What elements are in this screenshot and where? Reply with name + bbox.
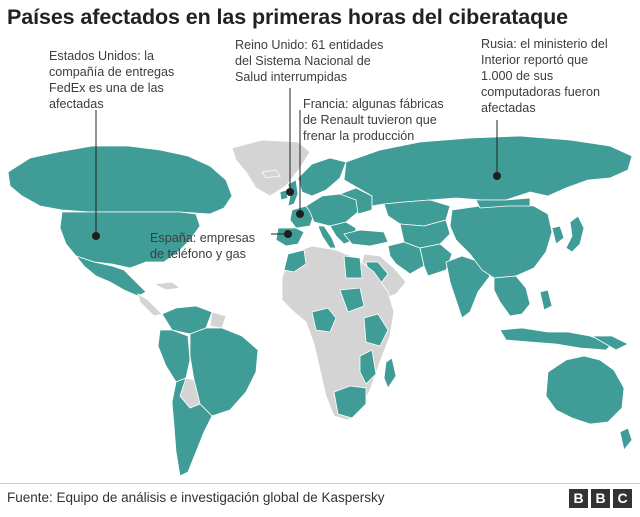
usa-marker xyxy=(92,232,100,240)
ecuador-peru-region xyxy=(157,329,191,383)
iceland-region xyxy=(261,169,281,179)
nigeria-region xyxy=(311,307,337,333)
southeast-asia-region xyxy=(493,275,531,317)
callout-france-line: Francia: algunas fábricas xyxy=(303,97,444,111)
callout-france: Francia: algunas fábricas de Renault tuv… xyxy=(303,96,444,144)
uk-marker xyxy=(286,188,294,196)
callout-uk-line: Reino Unido: 61 entidades xyxy=(235,38,384,52)
callout-russia-line: Interior reportó que xyxy=(481,53,589,67)
map-title: Países afectados en las primeras horas d… xyxy=(7,5,569,29)
egypt-region xyxy=(343,255,363,279)
scandinavia-region xyxy=(297,157,347,197)
india-region xyxy=(445,255,491,319)
new-zealand-region xyxy=(619,427,633,451)
callout-spain-line: España: empresas xyxy=(150,231,256,245)
footer-divider xyxy=(0,483,640,484)
callout-usa-line: Estados Unidos: la xyxy=(49,49,155,63)
callout-usa-line: afectadas xyxy=(49,97,104,111)
argentina-chile-region xyxy=(171,377,213,477)
colombia-venezuela-region xyxy=(161,305,213,335)
source-note: Fuente: Equipo de análisis e investigaci… xyxy=(7,490,385,505)
russia-region xyxy=(343,135,633,207)
callout-russia: Rusia: el ministerio del Interior report… xyxy=(481,36,608,116)
mongolia-region xyxy=(475,197,531,209)
callout-russia-line: 1.000 de sus xyxy=(481,69,554,83)
turkey-region xyxy=(343,229,389,247)
ukraine-region xyxy=(338,187,373,215)
callout-spain: España: empresas de teléfono y gas xyxy=(150,230,255,262)
ireland-region xyxy=(279,189,289,201)
italy-region xyxy=(317,225,337,249)
callout-uk-line: Salud interrumpidas xyxy=(235,70,348,84)
japan-region xyxy=(565,215,585,253)
brazil-region xyxy=(189,327,259,417)
bbc-logo: B B C xyxy=(569,489,632,508)
callout-russia-line: Rusia: el ministerio del xyxy=(481,37,608,51)
indonesia-region xyxy=(499,327,613,351)
mexico-region xyxy=(74,255,147,297)
russia-marker xyxy=(493,172,501,180)
callout-france-line: frenar la producción xyxy=(303,129,415,143)
bbc-logo-letter: B xyxy=(569,489,588,508)
usa-region xyxy=(59,211,201,269)
france-marker xyxy=(296,210,304,218)
bbc-logo-letter: C xyxy=(613,489,632,508)
philippines-region xyxy=(539,289,553,311)
central-europe-region xyxy=(305,193,359,227)
caribbean-region xyxy=(152,281,182,291)
callout-spain-line: de teléfono y gas xyxy=(150,247,246,261)
callout-uk-line: del Sistema Nacional de xyxy=(235,54,371,68)
korea-region xyxy=(551,225,565,245)
mozambique-region xyxy=(359,349,377,385)
central-america-region xyxy=(137,293,163,317)
bbc-logo-letter: B xyxy=(591,489,610,508)
callout-france-line: de Renault tuvieron que xyxy=(303,113,437,127)
callout-russia-line: afectadas xyxy=(481,101,536,115)
papua-region xyxy=(590,335,629,351)
sudan-region xyxy=(339,287,365,313)
callout-uk: Reino Unido: 61 entidades del Sistema Na… xyxy=(235,37,383,85)
south-africa-region xyxy=(333,385,367,419)
callout-russia-line: computadoras fueron xyxy=(481,85,601,99)
spain-marker xyxy=(284,230,292,238)
australia-region xyxy=(545,355,625,425)
morocco-region xyxy=(283,249,307,273)
canada-region xyxy=(7,145,233,215)
guianas-region xyxy=(209,311,227,329)
callout-usa-line: FedEx es una de las xyxy=(49,81,164,95)
afghanistan-pakistan-region xyxy=(419,243,453,277)
callout-usa-line: compañía de entregas xyxy=(49,65,175,79)
greenland-region xyxy=(231,139,311,197)
central-asia-region xyxy=(399,219,451,249)
east-africa-region xyxy=(363,313,389,347)
callout-usa: Estados Unidos: la compañía de entregas … xyxy=(49,48,174,112)
madagascar-region xyxy=(383,357,397,389)
